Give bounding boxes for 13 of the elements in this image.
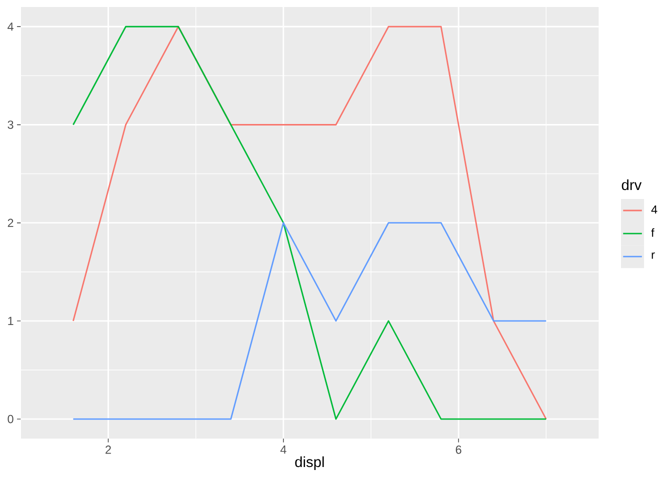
y-tick-label: 2 (8, 218, 14, 227)
y-tick-label: 1 (8, 316, 14, 325)
x-axis-title: displ (295, 456, 324, 470)
x-tick-label: 4 (280, 446, 286, 454)
x-tick-label: 6 (456, 446, 462, 454)
x-tick-label: 2 (106, 446, 111, 454)
y-tick-label: 4 (8, 22, 14, 31)
legend-label: r (652, 252, 655, 259)
legend-label: f (651, 228, 654, 237)
y-tick-label: 0 (8, 414, 14, 424)
legend-label: 4 (651, 205, 658, 214)
legend-title: drv (622, 179, 642, 190)
y-tick-label: 3 (8, 120, 14, 129)
